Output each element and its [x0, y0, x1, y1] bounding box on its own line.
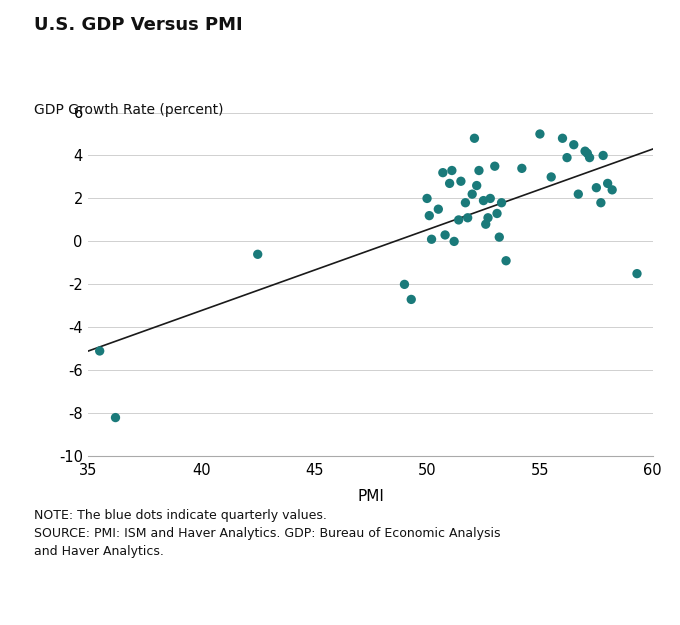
Point [584, 152, 595, 162]
Point [469, 133, 480, 143]
Point [546, 172, 557, 182]
Point [579, 146, 590, 156]
Point [447, 166, 458, 176]
Point [557, 133, 568, 143]
Point [478, 196, 489, 206]
Point [534, 129, 545, 139]
Point [568, 140, 579, 150]
Point [496, 198, 507, 208]
Point [422, 194, 432, 204]
Point [399, 279, 410, 289]
Point [483, 213, 494, 222]
Point [632, 269, 643, 279]
Point [598, 151, 609, 161]
Point [449, 236, 460, 246]
Point [485, 194, 496, 204]
Point [494, 232, 505, 242]
Point [444, 178, 455, 188]
Point [596, 198, 607, 208]
Point [573, 189, 583, 199]
Point [252, 249, 263, 259]
Point [424, 211, 435, 221]
Text: GDP Growth Rate (percent): GDP Growth Rate (percent) [34, 103, 224, 117]
Text: NOTE: The blue dots indicate quarterly values.
SOURCE: PMI: ISM and Haver Analyt: NOTE: The blue dots indicate quarterly v… [34, 509, 500, 558]
Point [602, 178, 613, 188]
Point [453, 215, 464, 225]
Point [480, 219, 491, 229]
Point [562, 152, 573, 162]
Point [473, 166, 484, 176]
Point [95, 346, 105, 356]
Point [471, 181, 482, 191]
Point [500, 256, 511, 266]
Point [492, 209, 503, 219]
Point [490, 161, 500, 171]
Text: U.S. GDP Versus PMI: U.S. GDP Versus PMI [34, 16, 243, 34]
Point [433, 204, 444, 214]
Point [462, 213, 473, 222]
Point [607, 185, 617, 195]
Point [582, 148, 593, 158]
Point [406, 294, 417, 304]
Point [460, 198, 471, 208]
X-axis label: PMI: PMI [357, 489, 384, 504]
Point [110, 412, 121, 422]
Point [426, 234, 437, 244]
Point [591, 182, 602, 192]
Point [516, 163, 527, 173]
Point [440, 230, 451, 240]
Point [466, 189, 477, 199]
Point [437, 168, 448, 177]
Point [456, 176, 466, 186]
